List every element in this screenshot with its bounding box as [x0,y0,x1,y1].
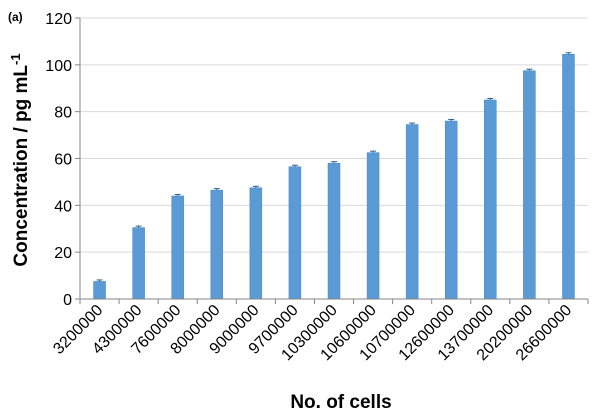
y-tick-label: 60 [54,152,72,169]
y-tick-label: 100 [45,58,72,75]
y-tick-label: 40 [54,198,72,215]
bar [562,54,575,300]
bar [366,152,380,300]
y-axis-title: Concentration / pg mL-1 [8,53,32,266]
bar [249,187,263,300]
bar [132,227,145,300]
bar [523,70,536,300]
bar [327,162,341,300]
x-tick-labels: 3200000430000076000008000000900000097000… [50,302,575,364]
y-tick-labels: 0 20 40 60 80 100 120 [45,11,72,309]
bars [93,52,575,300]
bar [210,189,224,300]
y-tick-label: 120 [45,11,72,28]
x-axis-title: No. of cells [290,392,391,413]
bar [405,124,419,300]
y-axis-title-superscript: -1 [8,53,23,65]
bar [171,195,184,300]
bar [93,281,106,300]
panel-label: (a) [8,10,23,24]
bar [288,166,302,300]
gridlines [75,17,589,304]
y-tick-label: 0 [63,292,72,309]
y-axis-title-text: Concentration / pg mL [11,65,32,267]
bar [484,99,497,300]
y-tick-label: 80 [54,105,72,122]
y-tick-label: 20 [54,245,72,262]
bar [444,120,458,300]
axes [79,18,588,300]
